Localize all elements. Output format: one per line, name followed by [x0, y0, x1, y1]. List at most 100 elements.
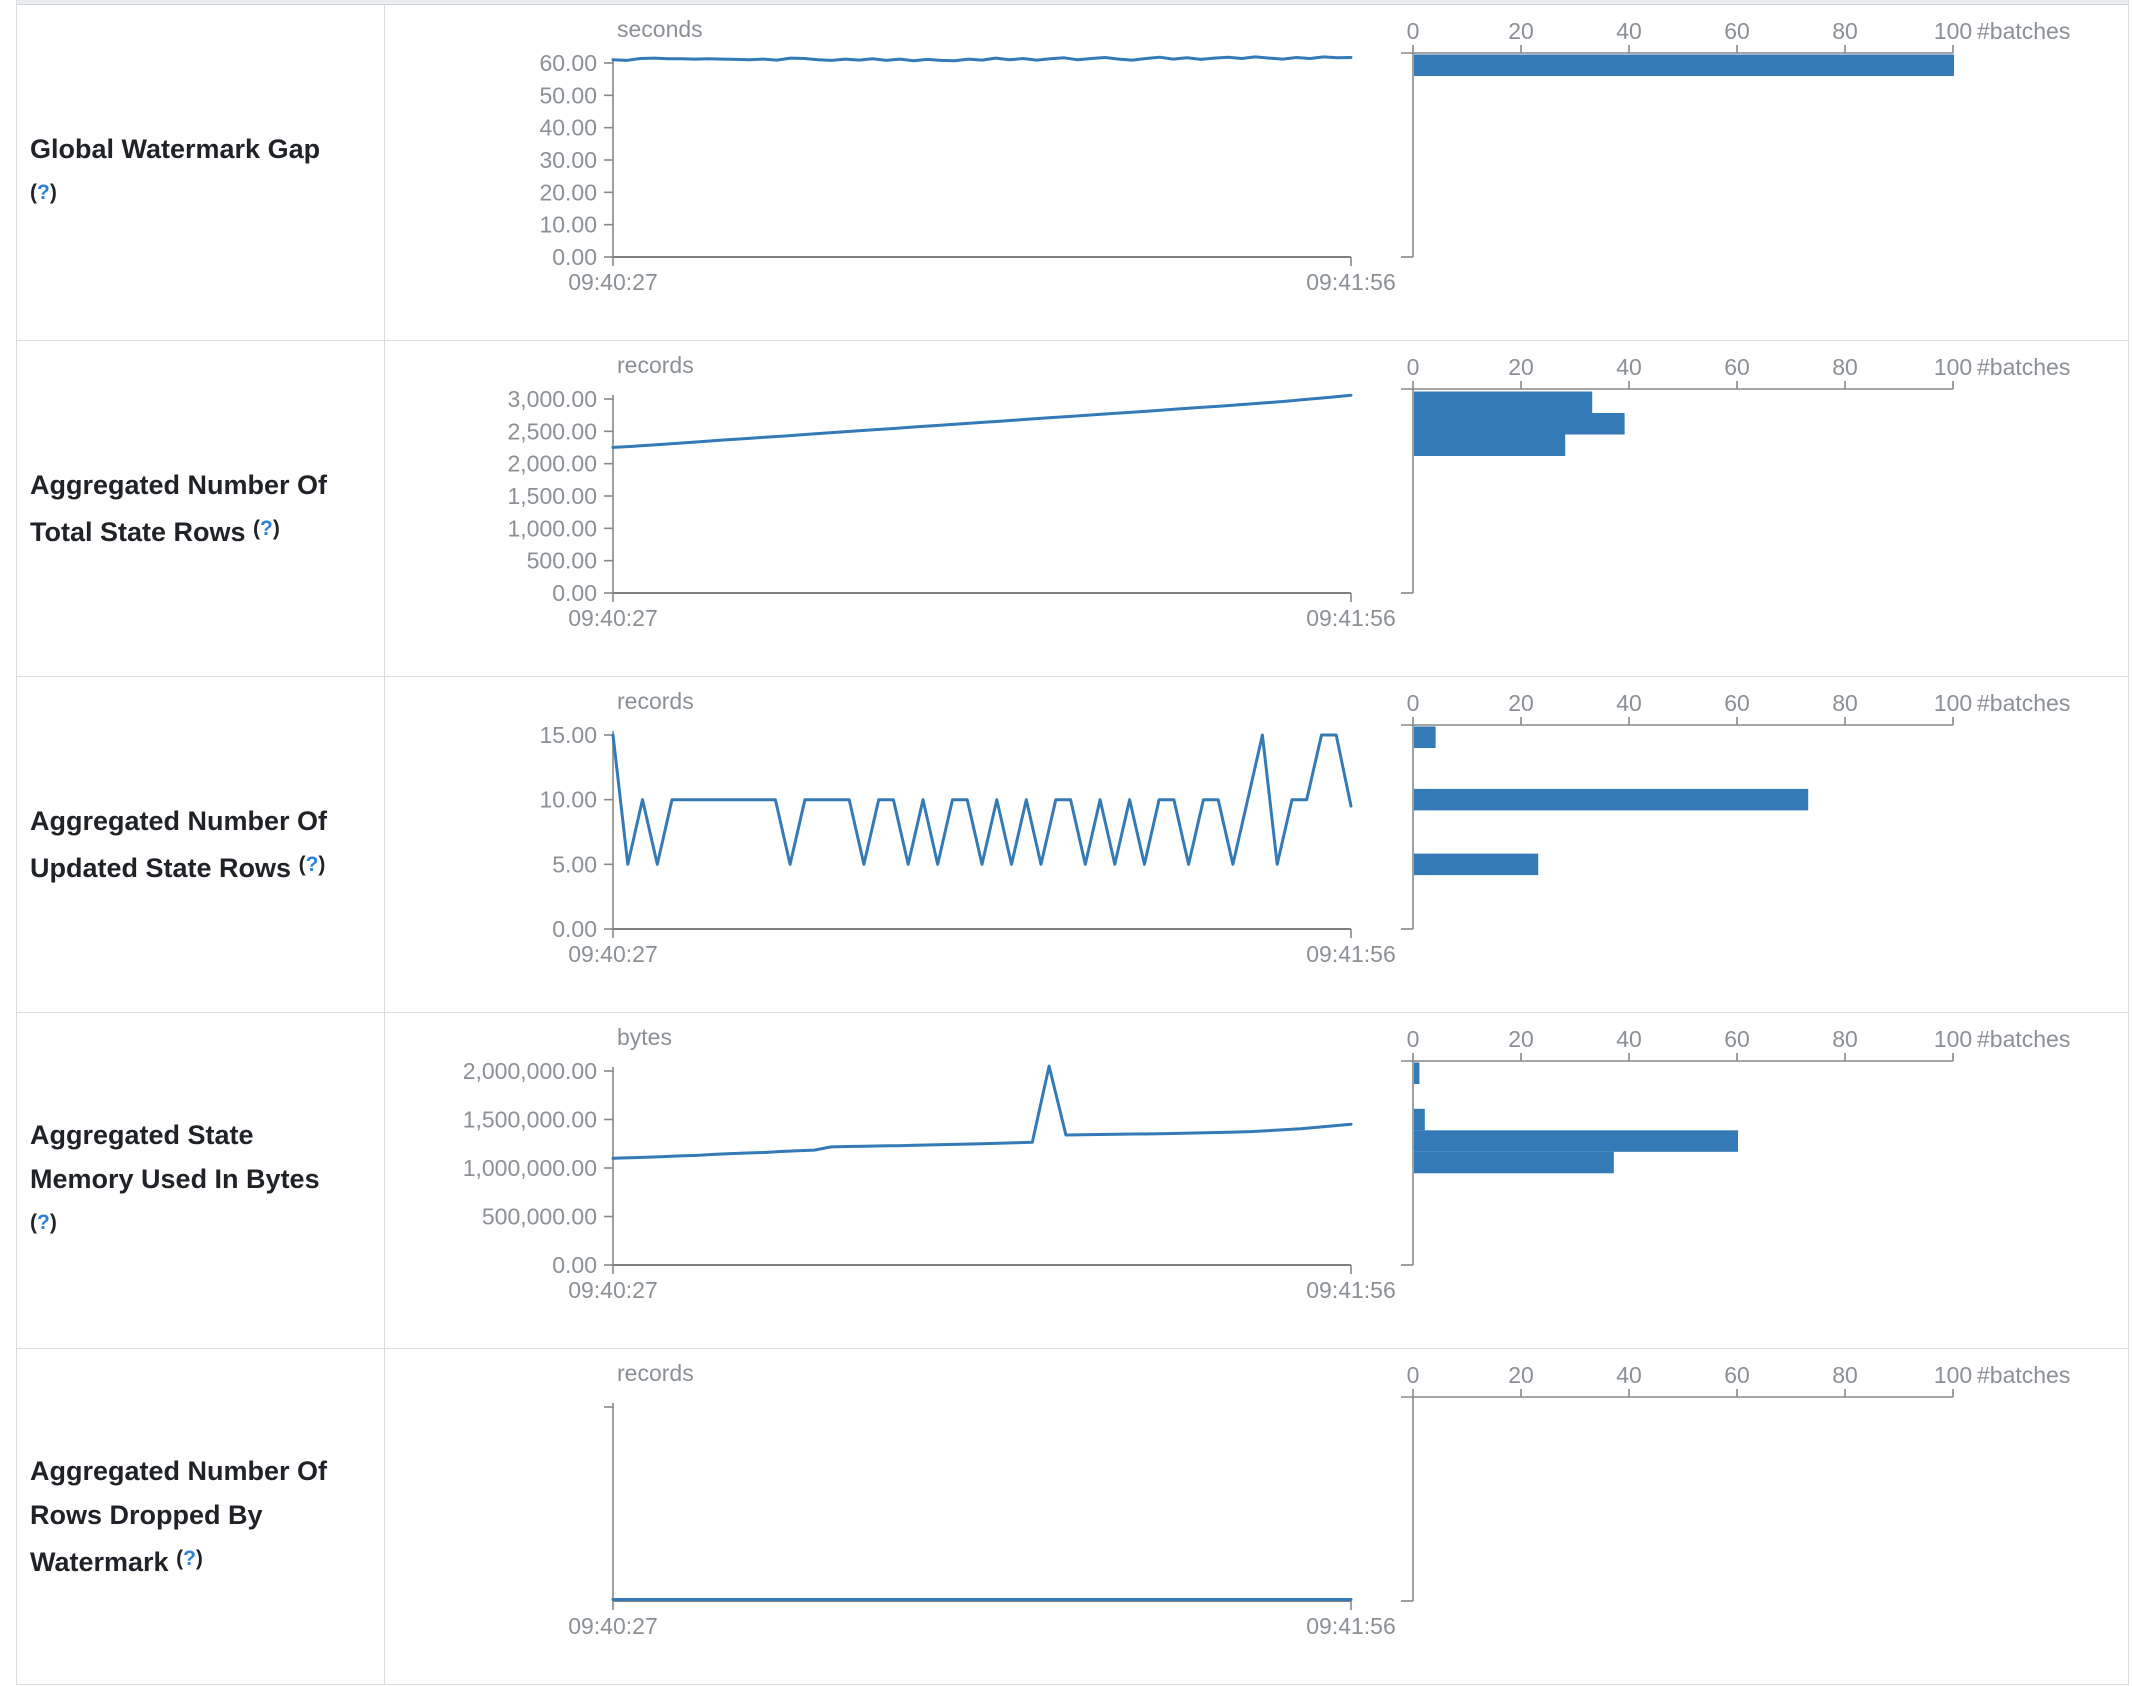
metric-name: Aggregated Number Of Updated State Rows (… [30, 799, 378, 890]
hist-tick-label: 60 [1724, 1362, 1750, 1388]
hist-tick-label: 40 [1616, 18, 1642, 44]
hist-tick-label: 0 [1407, 1362, 1420, 1388]
hist-tick-label: 0 [1407, 18, 1420, 44]
hist-bar [1414, 434, 1566, 456]
metric-name: Global Watermark Gap (?) [30, 127, 378, 218]
y-tick-label: 0.00 [552, 1252, 597, 1278]
hist-tick-label: 40 [1616, 1362, 1642, 1388]
hist-tick-label: 20 [1508, 18, 1534, 44]
help-link[interactable]: ? [305, 853, 319, 876]
hist-bar [1414, 413, 1625, 435]
chart-unit-label: records [617, 352, 694, 378]
metric-name-line: Updated State Rows (?) [30, 853, 326, 883]
hist-tick-label: 80 [1832, 690, 1858, 716]
help-link[interactable]: ? [37, 181, 50, 204]
hist-tick-label: 20 [1508, 1026, 1534, 1052]
y-tick-label: 2,000,000.00 [463, 1058, 597, 1084]
x-start-time-label: 09:40:27 [568, 269, 658, 295]
hist-bar [1414, 788, 1809, 811]
hist-tick-label: 60 [1724, 354, 1750, 380]
y-tick-label: 3,000.00 [507, 386, 597, 412]
histogram-chart: 0 20 40 60 80 100 #batches [1401, 1362, 2070, 1602]
metric-name-cell: Aggregated Number Of Rows Dropped By Water… [17, 1349, 385, 1684]
hist-bar [1414, 1151, 1614, 1174]
hist-tick-label: 20 [1508, 1362, 1534, 1388]
y-tick-label: 15.00 [539, 722, 597, 748]
hist-bar [1414, 391, 1593, 413]
metric-charts-cell: records 3,000.00 2,500.00 2,000.00 1,500.00 1… [385, 341, 2128, 676]
hist-tick-label: 100 [1934, 690, 1972, 716]
y-tick-label: 2,000.00 [507, 451, 597, 477]
chart-unit-label: bytes [617, 1024, 672, 1050]
histogram-chart: 0 20 40 60 80 100 #batches [1401, 690, 2070, 930]
y-tick-label: 1,500,000.00 [463, 1107, 597, 1133]
timeline-series-line [611, 393, 1353, 449]
metric-name-line: Memory Used In Bytes [30, 1164, 320, 1194]
hist-tick-label: 0 [1407, 1026, 1420, 1052]
hist-tick-label: 0 [1407, 690, 1420, 716]
y-tick-label: 0.00 [552, 244, 597, 270]
histogram-chart: 0 20 40 60 80 100 #batches [1401, 18, 2070, 258]
hist-tick-label: 80 [1832, 1362, 1858, 1388]
help-marker: (?) [30, 181, 57, 204]
metric-row-charts: bytes 2,000,000.00 1,500,000.00 1,000,000.0… [463, 1024, 2071, 1303]
hist-bar [1414, 1062, 1420, 1084]
hist-axis-unit-label: #batches [1977, 1026, 2070, 1052]
y-tick-label: 2,500.00 [507, 418, 597, 444]
y-tick-label: 0.00 [552, 916, 597, 942]
hist-tick-label: 100 [1934, 1362, 1972, 1388]
metric-name: Aggregated State Memory Used In Bytes (?) [30, 1113, 378, 1248]
hist-tick-label: 20 [1508, 690, 1534, 716]
x-start-time-label: 09:40:27 [568, 1277, 658, 1303]
y-tick-label: 1,500.00 [507, 483, 597, 509]
hist-tick-label: 60 [1724, 690, 1750, 716]
y-tick-label: 10.00 [539, 787, 597, 813]
timeline-series-line [611, 733, 1353, 866]
metric-name: Aggregated Number Of Rows Dropped By Water… [30, 1449, 378, 1584]
metric-charts-cell: bytes 2,000,000.00 1,500,000.00 1,000,000.0… [385, 1013, 2128, 1348]
help-link[interactable]: ? [37, 1211, 50, 1234]
y-tick-label: 500.00 [527, 548, 597, 574]
metric-name-cell: Global Watermark Gap (?) [17, 5, 385, 340]
row-aggregated-total-state-rows: Aggregated Number Of Total State Rows (?)… [17, 341, 2128, 677]
row-aggregated-updated-state-rows: Aggregated Number Of Updated State Rows (… [17, 677, 2128, 1013]
metric-charts-cell: seconds 60.00 50.00 40.00 30.00 20.00 10.00 0.0… [385, 5, 2128, 340]
help-marker: (?) [176, 1547, 203, 1570]
help-link[interactable]: ? [183, 1547, 196, 1570]
timeline-series-line [611, 55, 1353, 63]
y-tick-label: 0.00 [552, 580, 597, 606]
x-start-time-label: 09:40:27 [568, 941, 658, 967]
metric-charts-cell: records 15.00 10.00 5.00 0.00 09:40:27 09:41:5… [385, 677, 2128, 1012]
hist-bar [1414, 1130, 1738, 1152]
metric-name-line: Aggregated Number Of [30, 1456, 328, 1486]
hist-axis-unit-label: #batches [1977, 354, 2070, 380]
y-tick-label: 50.00 [539, 82, 597, 108]
metric-name-line: Aggregated State [30, 1120, 254, 1150]
x-end-time-label: 09:41:56 [1306, 269, 1396, 295]
hist-bar [1414, 54, 1954, 76]
hist-axis-unit-label: #batches [1977, 690, 2070, 716]
metric-charts-cell: records 09:40:27 09:41:56 0 20 40 60 80 100 #batc… [385, 1349, 2128, 1684]
metric-name: Aggregated Number Of Total State Rows (?) [30, 463, 378, 554]
x-end-time-label: 09:41:56 [1306, 1613, 1396, 1639]
help-marker: (?) [253, 517, 280, 540]
hist-tick-label: 40 [1616, 354, 1642, 380]
help-marker: (?) [30, 1211, 57, 1234]
timeline-chart: 09:40:27 09:41:56 [568, 1403, 1396, 1639]
metric-name-cell: Aggregated State Memory Used In Bytes (?) [17, 1013, 385, 1348]
timeline-chart: 60.00 50.00 40.00 30.00 20.00 10.00 0.0009:40:… [539, 50, 1395, 295]
x-end-time-label: 09:41:56 [1306, 1277, 1396, 1303]
y-tick-label: 5.00 [552, 851, 597, 877]
metric-name-line: Rows Dropped By [30, 1500, 263, 1530]
timeline-chart: 3,000.00 2,500.00 2,000.00 1,500.00 1,000.00… [507, 386, 1395, 631]
hist-tick-label: 60 [1724, 18, 1750, 44]
hist-tick-label: 20 [1508, 354, 1534, 380]
help-link[interactable]: ? [260, 517, 273, 540]
streaming-metrics-table: Global Watermark Gap (?) seconds 60.00 50.0… [16, 0, 2129, 1685]
chart-unit-label: seconds [617, 16, 703, 42]
y-tick-label: 40.00 [539, 115, 597, 141]
y-tick-label: 10.00 [539, 212, 597, 238]
